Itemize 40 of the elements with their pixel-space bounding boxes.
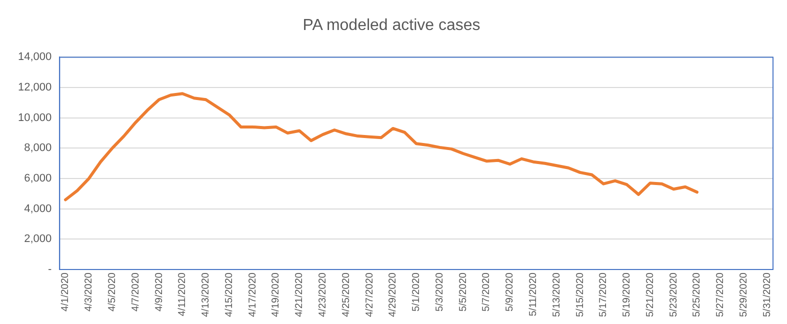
x-tick-label: 4/13/2020 [200,272,212,318]
x-tick-label: 4/25/2020 [340,272,352,318]
y-tick-label: 6,000 [24,172,52,185]
y-tick-label: 2,000 [24,233,52,246]
x-tick-label: 5/31/2020 [762,272,773,318]
x-tick-label: 4/15/2020 [224,272,235,318]
x-tick-label: 4/3/2020 [84,272,95,312]
x-tick-label: 5/17/2020 [598,272,610,318]
y-tick-label: 4,000 [24,202,52,215]
x-tick-label: 4/29/2020 [388,272,399,318]
x-tick-label: 4/5/2020 [107,272,118,312]
y-tick-label: 10,000 [18,112,52,124]
x-tick-label: 5/11/2020 [528,272,540,316]
x-tick-label: 4/27/2020 [364,272,376,318]
x-tick-label: 5/25/2020 [692,272,703,318]
x-tick-label: 5/27/2020 [715,272,726,318]
x-tick-label: 4/21/2020 [294,272,306,318]
x-tick-label: 4/11/2020 [177,272,188,316]
x-tick-label: 5/3/2020 [434,272,446,312]
x-tick-label: 5/9/2020 [504,272,516,312]
chart-title: PA modeled active cases [302,17,480,34]
x-tick-label: 5/23/2020 [668,272,680,318]
x-tick-label: 4/23/2020 [318,272,329,318]
x-tick-label: 5/29/2020 [738,272,750,318]
x-tick-label: 4/19/2020 [270,272,282,318]
y-tick-label: 12,000 [18,82,52,94]
x-tick-label: 4/7/2020 [130,272,142,312]
y-tick-label: - [48,264,52,276]
y-tick-label: 14,000 [18,51,52,64]
x-tick-label: 5/19/2020 [622,272,633,318]
x-tick-label: 5/13/2020 [551,272,562,318]
x-tick-label: 4/1/2020 [60,272,72,312]
x-tick-label: 4/17/2020 [247,272,258,318]
x-tick-label: 5/1/2020 [411,272,422,312]
x-tick-label: 4/9/2020 [154,272,165,312]
y-tick-label: 8,000 [24,142,52,154]
x-tick-label: 5/15/2020 [574,272,586,318]
x-tick-label: 5/7/2020 [481,272,492,312]
x-tick-label: 5/5/2020 [458,272,469,312]
x-tick-label: 5/21/2020 [644,272,656,318]
